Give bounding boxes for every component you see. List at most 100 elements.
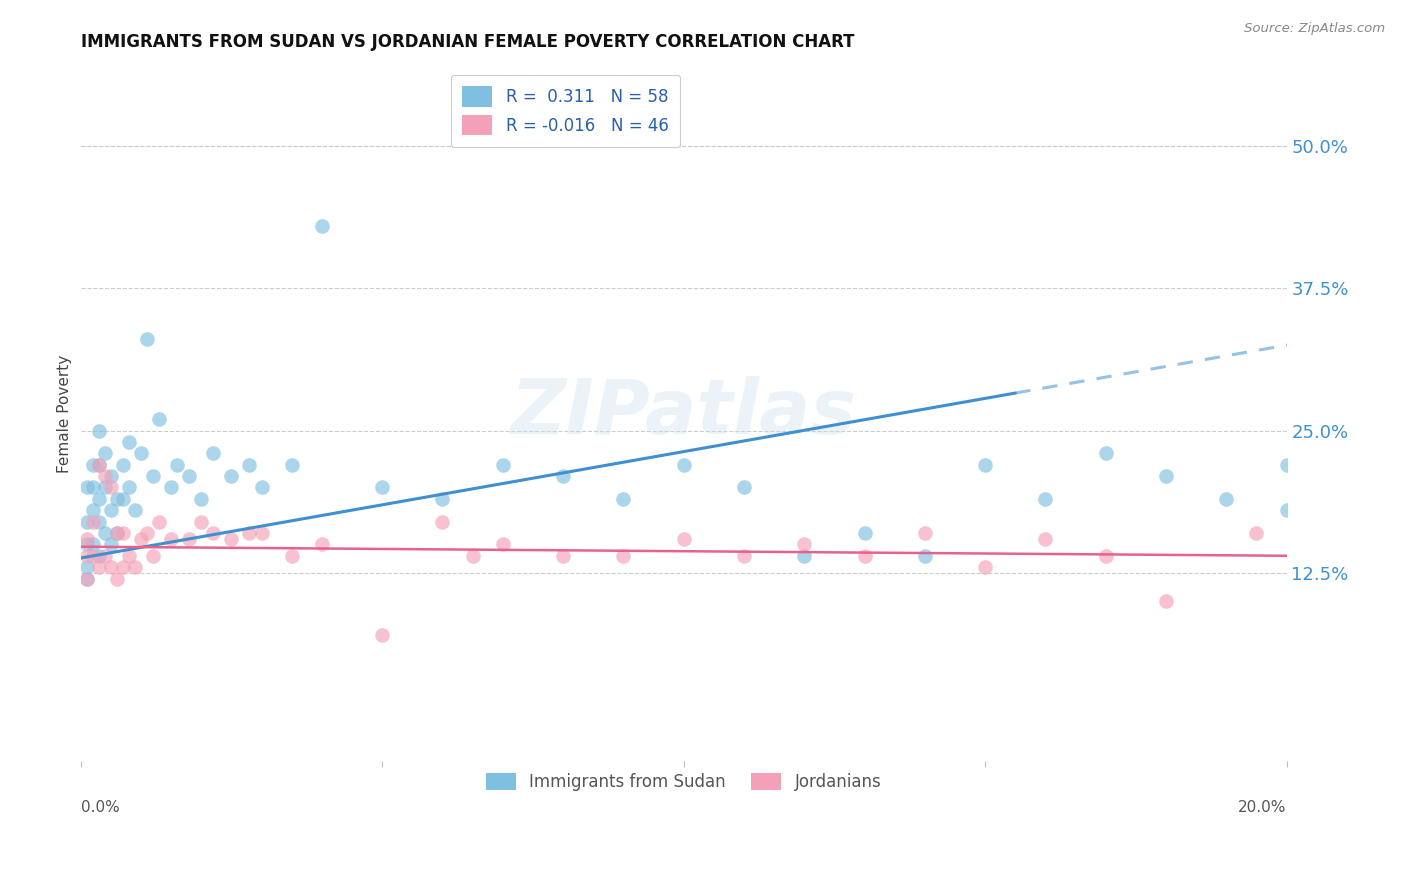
Point — [1094, 446, 1116, 460]
Point — [202, 526, 225, 541]
Point — [129, 532, 152, 546]
Point — [238, 458, 260, 472]
Point — [432, 491, 454, 506]
Point — [94, 526, 117, 541]
Point — [974, 458, 997, 472]
Text: 0.0%: 0.0% — [80, 799, 120, 814]
Point — [105, 572, 128, 586]
Point — [87, 560, 110, 574]
Point — [82, 537, 104, 551]
Point — [87, 424, 110, 438]
Point — [82, 480, 104, 494]
Point — [612, 549, 634, 563]
Point — [118, 434, 141, 449]
Point — [142, 549, 165, 563]
Point — [136, 333, 159, 347]
Point — [492, 537, 515, 551]
Point — [94, 549, 117, 563]
Point — [1246, 526, 1268, 541]
Point — [100, 503, 122, 517]
Point — [87, 491, 110, 506]
Point — [461, 549, 484, 563]
Point — [1275, 503, 1298, 517]
Point — [148, 412, 170, 426]
Point — [166, 458, 188, 472]
Point — [124, 503, 146, 517]
Point — [672, 532, 695, 546]
Point — [733, 549, 755, 563]
Point — [76, 515, 98, 529]
Point — [105, 491, 128, 506]
Point — [551, 469, 574, 483]
Point — [853, 526, 876, 541]
Point — [82, 515, 104, 529]
Text: 20.0%: 20.0% — [1239, 799, 1286, 814]
Point — [914, 526, 936, 541]
Point — [118, 480, 141, 494]
Text: ZIPatlas: ZIPatlas — [510, 376, 856, 450]
Point — [87, 458, 110, 472]
Point — [124, 560, 146, 574]
Point — [1035, 532, 1057, 546]
Point — [914, 549, 936, 563]
Point — [160, 532, 183, 546]
Point — [492, 458, 515, 472]
Point — [853, 549, 876, 563]
Point — [76, 537, 98, 551]
Point — [76, 572, 98, 586]
Point — [136, 526, 159, 541]
Point — [100, 537, 122, 551]
Point — [87, 549, 110, 563]
Y-axis label: Female Poverty: Female Poverty — [58, 354, 72, 473]
Point — [111, 526, 134, 541]
Point — [1035, 491, 1057, 506]
Point — [672, 458, 695, 472]
Point — [100, 560, 122, 574]
Point — [76, 549, 98, 563]
Point — [190, 491, 212, 506]
Point — [76, 560, 98, 574]
Point — [1154, 594, 1177, 608]
Point — [82, 458, 104, 472]
Point — [87, 515, 110, 529]
Text: IMMIGRANTS FROM SUDAN VS JORDANIAN FEMALE POVERTY CORRELATION CHART: IMMIGRANTS FROM SUDAN VS JORDANIAN FEMAL… — [80, 33, 855, 51]
Point — [94, 480, 117, 494]
Point — [250, 480, 273, 494]
Point — [202, 446, 225, 460]
Point — [87, 458, 110, 472]
Point — [221, 469, 243, 483]
Point — [179, 532, 201, 546]
Point — [1154, 469, 1177, 483]
Point — [371, 480, 394, 494]
Point — [733, 480, 755, 494]
Point — [105, 526, 128, 541]
Point — [1094, 549, 1116, 563]
Legend: Immigrants from Sudan, Jordanians: Immigrants from Sudan, Jordanians — [479, 766, 887, 797]
Point — [111, 491, 134, 506]
Point — [1215, 491, 1237, 506]
Point — [76, 532, 98, 546]
Point — [160, 480, 183, 494]
Point — [179, 469, 201, 483]
Point — [76, 572, 98, 586]
Point — [238, 526, 260, 541]
Point — [190, 515, 212, 529]
Point — [221, 532, 243, 546]
Point — [1275, 458, 1298, 472]
Point — [793, 549, 815, 563]
Point — [100, 480, 122, 494]
Point — [371, 628, 394, 642]
Point — [551, 549, 574, 563]
Point — [311, 219, 333, 233]
Point — [142, 469, 165, 483]
Text: Source: ZipAtlas.com: Source: ZipAtlas.com — [1244, 22, 1385, 36]
Point — [250, 526, 273, 541]
Point — [280, 458, 302, 472]
Point — [105, 526, 128, 541]
Point — [612, 491, 634, 506]
Point — [974, 560, 997, 574]
Point — [94, 469, 117, 483]
Point — [311, 537, 333, 551]
Point — [100, 469, 122, 483]
Point — [129, 446, 152, 460]
